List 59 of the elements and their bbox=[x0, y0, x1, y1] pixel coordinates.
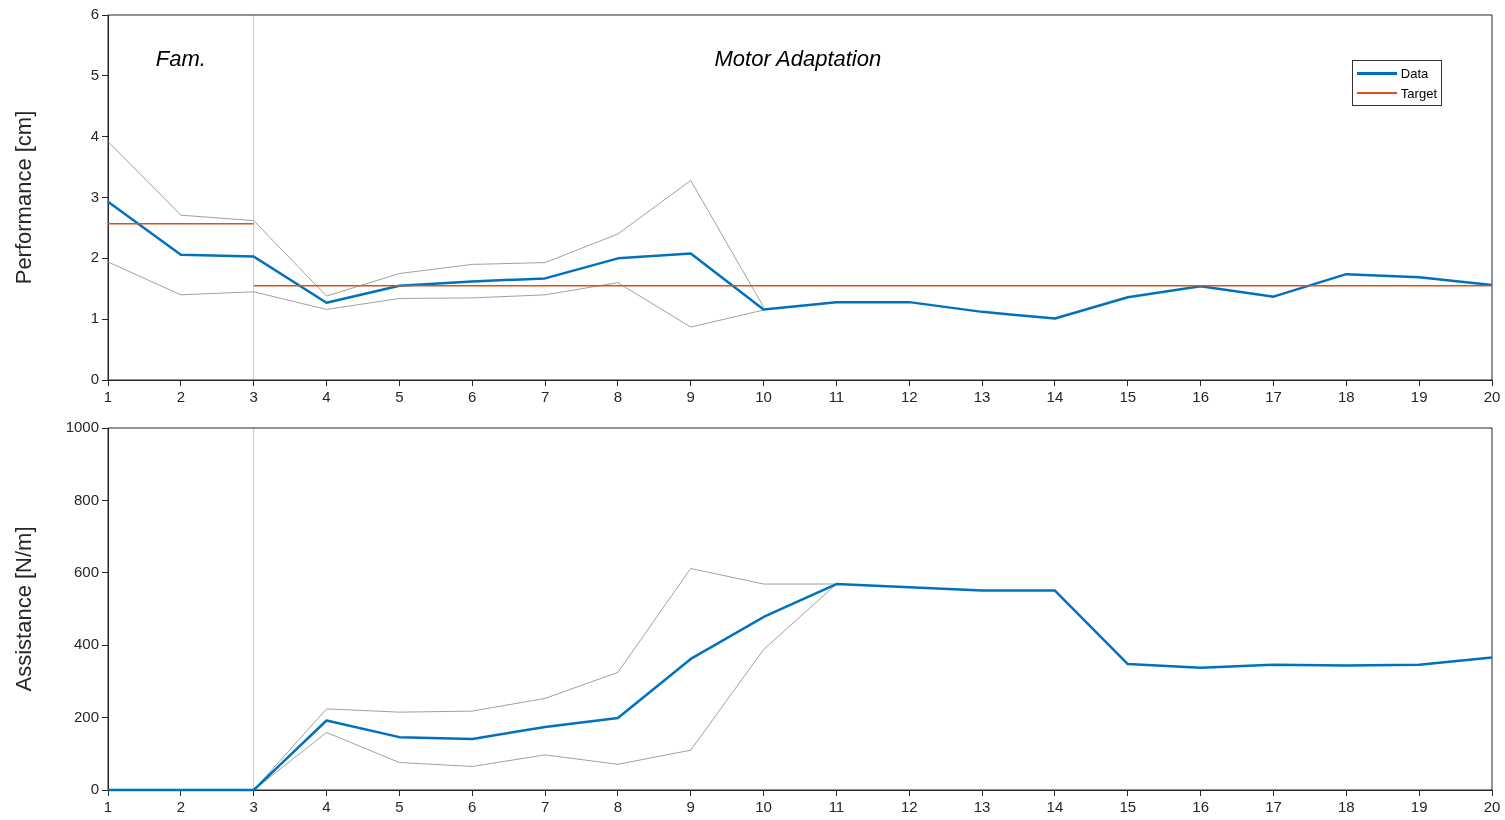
x-tick-label: 12 bbox=[900, 798, 918, 816]
x-tick-label: 13 bbox=[973, 798, 991, 816]
x-tick-label: 12 bbox=[900, 388, 918, 406]
x-tick-label: 1 bbox=[103, 798, 113, 816]
y-axis-title: Performance [cm] bbox=[11, 110, 37, 285]
x-tick-label: 11 bbox=[828, 798, 845, 816]
x-tick-label: 13 bbox=[973, 388, 991, 406]
x-tick-label: 14 bbox=[1046, 798, 1064, 816]
x-tick-label: 8 bbox=[613, 388, 623, 406]
x-tick-label: 3 bbox=[249, 798, 258, 816]
x-tick-label: 11 bbox=[828, 388, 845, 406]
x-tick-label: 9 bbox=[686, 388, 695, 406]
x-tick-label: 20 bbox=[1483, 798, 1501, 816]
x-tick-label: 6 bbox=[468, 388, 477, 406]
x-tick-label: 10 bbox=[755, 388, 772, 406]
x-tick-label: 8 bbox=[613, 798, 623, 816]
y-tick-label: 0 bbox=[90, 370, 99, 388]
y-tick-label: 3 bbox=[90, 187, 99, 205]
x-tick-label: 17 bbox=[1265, 388, 1282, 406]
x-tick-label: 2 bbox=[176, 388, 186, 406]
y-tick-label: 400 bbox=[73, 635, 99, 653]
x-tick-label: 16 bbox=[1192, 798, 1209, 816]
legend-label: Data bbox=[1400, 65, 1429, 81]
x-tick-label: 4 bbox=[322, 388, 331, 406]
x-tick-label: 4 bbox=[322, 798, 331, 816]
x-tick-label: 1 bbox=[103, 388, 113, 406]
x-tick-label: 5 bbox=[395, 388, 404, 406]
y-tick-label: 200 bbox=[73, 707, 99, 725]
x-tick-label: 18 bbox=[1337, 798, 1355, 816]
y-tick-label: 4 bbox=[90, 126, 99, 144]
y-tick-label: 2 bbox=[90, 248, 99, 266]
x-tick-label: 10 bbox=[755, 798, 772, 816]
y-tick-label: 1 bbox=[90, 309, 99, 327]
x-tick-label: 5 bbox=[395, 798, 404, 816]
x-tick-label: 15 bbox=[1119, 388, 1137, 406]
x-tick-label: 17 bbox=[1265, 798, 1282, 816]
annotation: Motor Adaptation bbox=[714, 46, 882, 72]
y-tick-label: 600 bbox=[73, 562, 99, 580]
x-tick-label: 19 bbox=[1410, 798, 1428, 816]
y-tick-label: 5 bbox=[90, 65, 99, 83]
x-tick-label: 9 bbox=[686, 798, 695, 816]
x-tick-label: 18 bbox=[1337, 388, 1355, 406]
x-tick-label: 14 bbox=[1046, 388, 1064, 406]
x-tick-label: 7 bbox=[540, 388, 550, 406]
y-tick-label: 6 bbox=[90, 5, 99, 23]
x-tick-label: 15 bbox=[1119, 798, 1137, 816]
y-tick-label: 1000 bbox=[65, 418, 99, 436]
y-tick-label: 0 bbox=[90, 780, 99, 798]
x-tick-label: 20 bbox=[1483, 388, 1501, 406]
x-tick-label: 7 bbox=[540, 798, 550, 816]
legend-label: Target bbox=[1400, 85, 1437, 101]
x-tick-label: 16 bbox=[1192, 388, 1209, 406]
x-tick-label: 2 bbox=[176, 798, 186, 816]
y-tick-label: 800 bbox=[73, 490, 99, 508]
annotation: Fam. bbox=[155, 46, 206, 72]
y-axis-title: Assistance [N/m] bbox=[11, 526, 37, 692]
x-tick-label: 3 bbox=[249, 388, 258, 406]
x-tick-label: 6 bbox=[468, 798, 477, 816]
x-tick-label: 19 bbox=[1410, 388, 1428, 406]
